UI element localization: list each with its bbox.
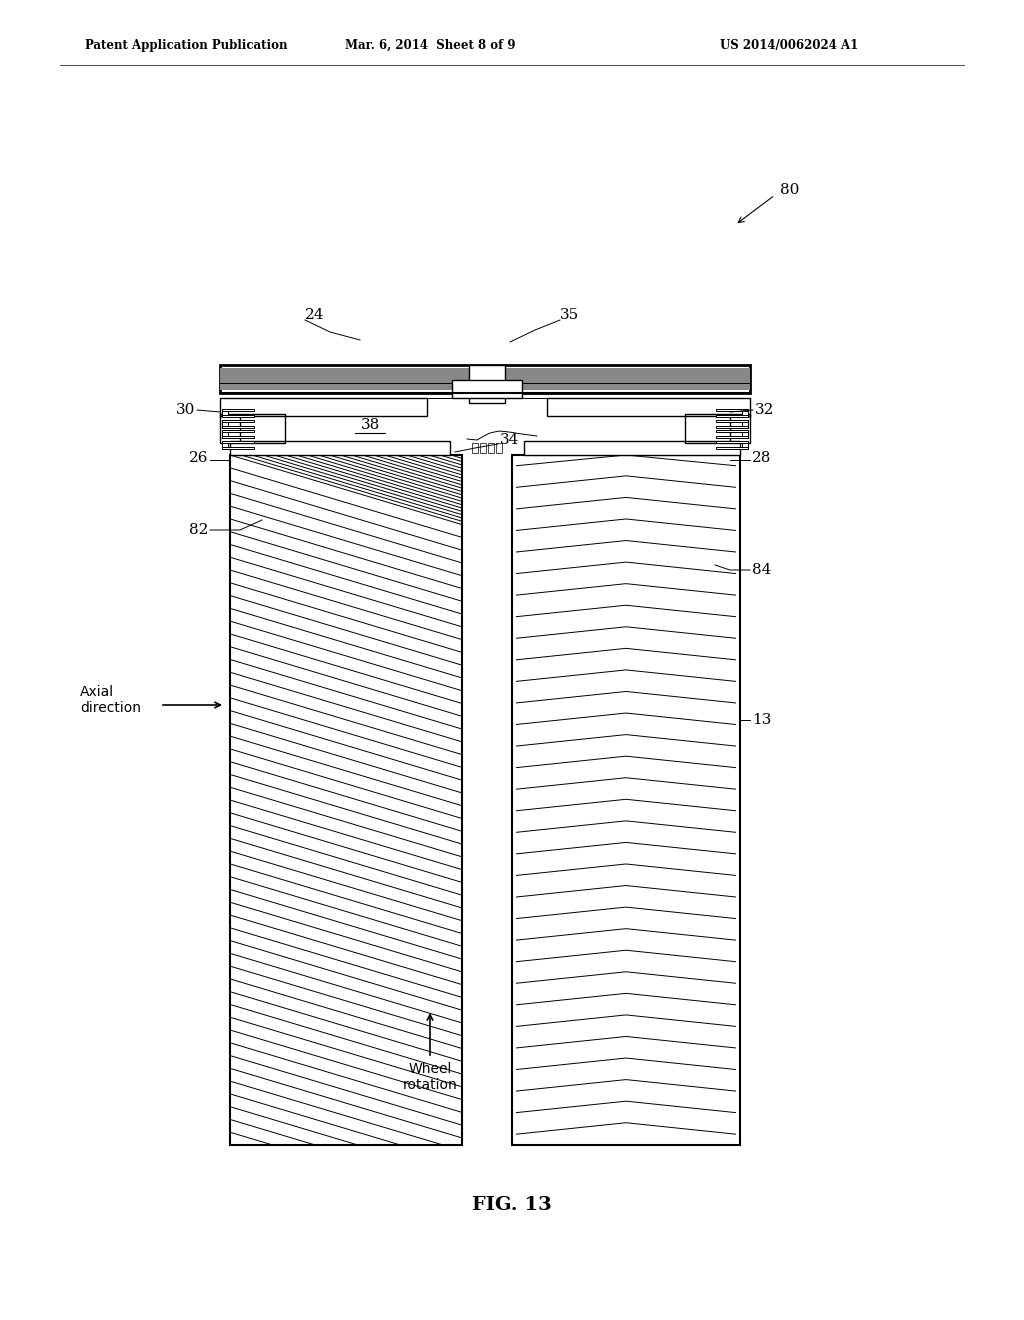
Text: 84: 84: [752, 564, 771, 577]
Bar: [742, 408, 748, 417]
Bar: [716, 436, 748, 437]
Bar: [222, 441, 228, 449]
Text: 34: 34: [500, 433, 519, 447]
Text: Mar. 6, 2014  Sheet 8 of 9: Mar. 6, 2014 Sheet 8 of 9: [345, 38, 515, 51]
Text: 13: 13: [752, 713, 771, 727]
Bar: [547, 399, 750, 416]
Bar: [472, 444, 478, 453]
Text: Patent Application Publication: Patent Application Publication: [85, 38, 288, 51]
Bar: [716, 441, 748, 442]
Text: Axial
direction: Axial direction: [80, 685, 141, 715]
Bar: [222, 446, 254, 449]
Bar: [222, 408, 228, 417]
Bar: [512, 455, 740, 1144]
Bar: [220, 399, 427, 416]
Bar: [220, 368, 750, 389]
Text: 28: 28: [752, 451, 771, 465]
Bar: [488, 444, 494, 453]
Bar: [742, 420, 748, 428]
Text: 26: 26: [188, 451, 208, 465]
Bar: [222, 436, 254, 437]
Bar: [222, 429, 254, 432]
Text: US 2014/0062024 A1: US 2014/0062024 A1: [720, 38, 858, 51]
Bar: [742, 441, 748, 449]
Bar: [452, 380, 522, 399]
Bar: [230, 441, 450, 455]
Bar: [524, 441, 740, 455]
Bar: [230, 455, 462, 1144]
Bar: [716, 429, 748, 432]
Text: 38: 38: [360, 418, 380, 432]
Text: 82: 82: [188, 523, 208, 537]
Text: Wheel
rotation: Wheel rotation: [402, 1063, 458, 1092]
Bar: [742, 429, 748, 437]
Bar: [480, 444, 486, 453]
Bar: [716, 414, 748, 417]
Bar: [222, 420, 228, 428]
Bar: [222, 429, 228, 437]
Text: 32: 32: [755, 403, 774, 417]
Bar: [222, 408, 254, 411]
Bar: [220, 366, 750, 393]
Bar: [222, 420, 254, 421]
Text: 24: 24: [305, 308, 325, 322]
Bar: [716, 408, 748, 411]
Text: 80: 80: [780, 183, 800, 197]
Bar: [222, 441, 254, 442]
Bar: [716, 420, 748, 421]
Text: FIG. 13: FIG. 13: [472, 1196, 552, 1214]
Bar: [222, 414, 254, 417]
Bar: [220, 414, 285, 444]
Bar: [222, 425, 254, 428]
Text: 30: 30: [176, 403, 195, 417]
Bar: [469, 366, 505, 403]
Bar: [496, 444, 502, 453]
Bar: [716, 425, 748, 428]
Bar: [685, 414, 750, 444]
Text: 35: 35: [560, 308, 580, 322]
Bar: [716, 446, 748, 449]
